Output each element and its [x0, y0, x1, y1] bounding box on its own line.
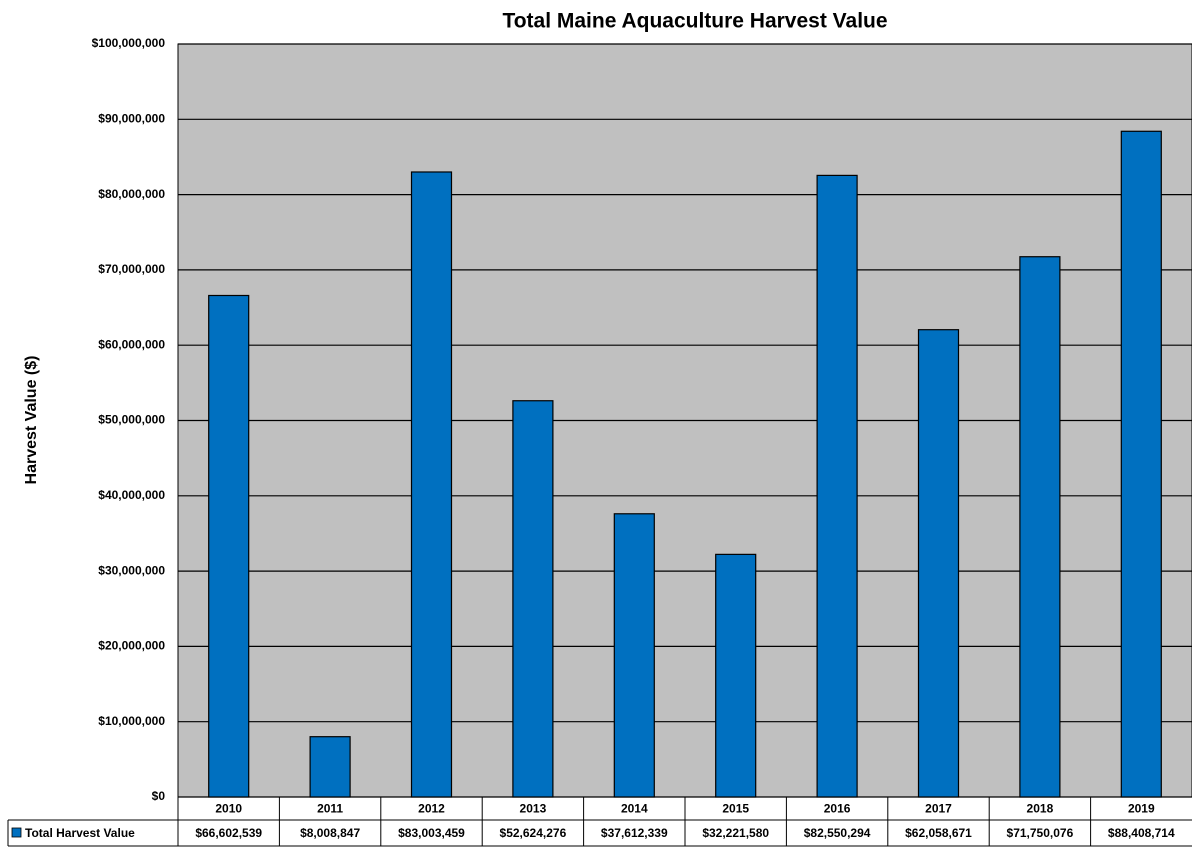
y-tick-label: $80,000,000 [98, 187, 165, 201]
y-tick-label: $100,000,000 [92, 36, 166, 50]
x-tick-label: 2019 [1128, 802, 1155, 816]
bar [917, 329, 960, 798]
bar [410, 171, 453, 798]
x-tick-label: 2013 [520, 802, 547, 816]
y-tick-label: $10,000,000 [98, 714, 165, 728]
y-tick-label: $30,000,000 [98, 563, 165, 577]
legend-key [11, 827, 22, 838]
y-tick-label: $70,000,000 [98, 262, 165, 276]
y-tick-label: $0 [152, 789, 166, 803]
bar [816, 174, 858, 798]
bar [1019, 256, 1061, 798]
x-tick-label: 2015 [722, 802, 749, 816]
table-value: $37,612,339 [601, 826, 668, 840]
table-value: $88,408,714 [1108, 826, 1175, 840]
table-value: $83,003,459 [398, 826, 465, 840]
table-value: $52,624,276 [500, 826, 567, 840]
y-tick-label: $60,000,000 [98, 337, 165, 351]
bar [208, 294, 250, 798]
y-tick-label: $40,000,000 [98, 488, 165, 502]
bar [715, 553, 757, 798]
table-value: $62,058,671 [905, 826, 972, 840]
bar [512, 400, 554, 798]
table-value: $66,602,539 [195, 826, 262, 840]
y-tick-label: $20,000,000 [98, 639, 165, 653]
x-tick-label: 2012 [418, 802, 445, 816]
x-tick-label: 2011 [317, 802, 343, 816]
bar [309, 736, 351, 798]
chart-title: Total Maine Aquaculture Harvest Value [502, 10, 887, 33]
y-axis-label: Harvest Value ($) [23, 356, 40, 485]
y-tick-label: $50,000,000 [98, 413, 165, 427]
x-tick-label: 2010 [215, 802, 242, 816]
table-value: $82,550,294 [804, 826, 871, 840]
x-tick-label: 2018 [1027, 802, 1054, 816]
x-tick-label: 2017 [925, 802, 952, 816]
bar [1120, 130, 1162, 798]
legend-label: Total Harvest Value [25, 826, 135, 840]
table-value: $71,750,076 [1007, 826, 1074, 840]
y-tick-label: $90,000,000 [98, 111, 165, 125]
table-value: $32,221,580 [702, 826, 769, 840]
x-tick-label: 2016 [824, 802, 851, 816]
table-value: $8,008,847 [300, 826, 360, 840]
x-tick-label: 2014 [621, 802, 648, 816]
bar [613, 513, 655, 798]
